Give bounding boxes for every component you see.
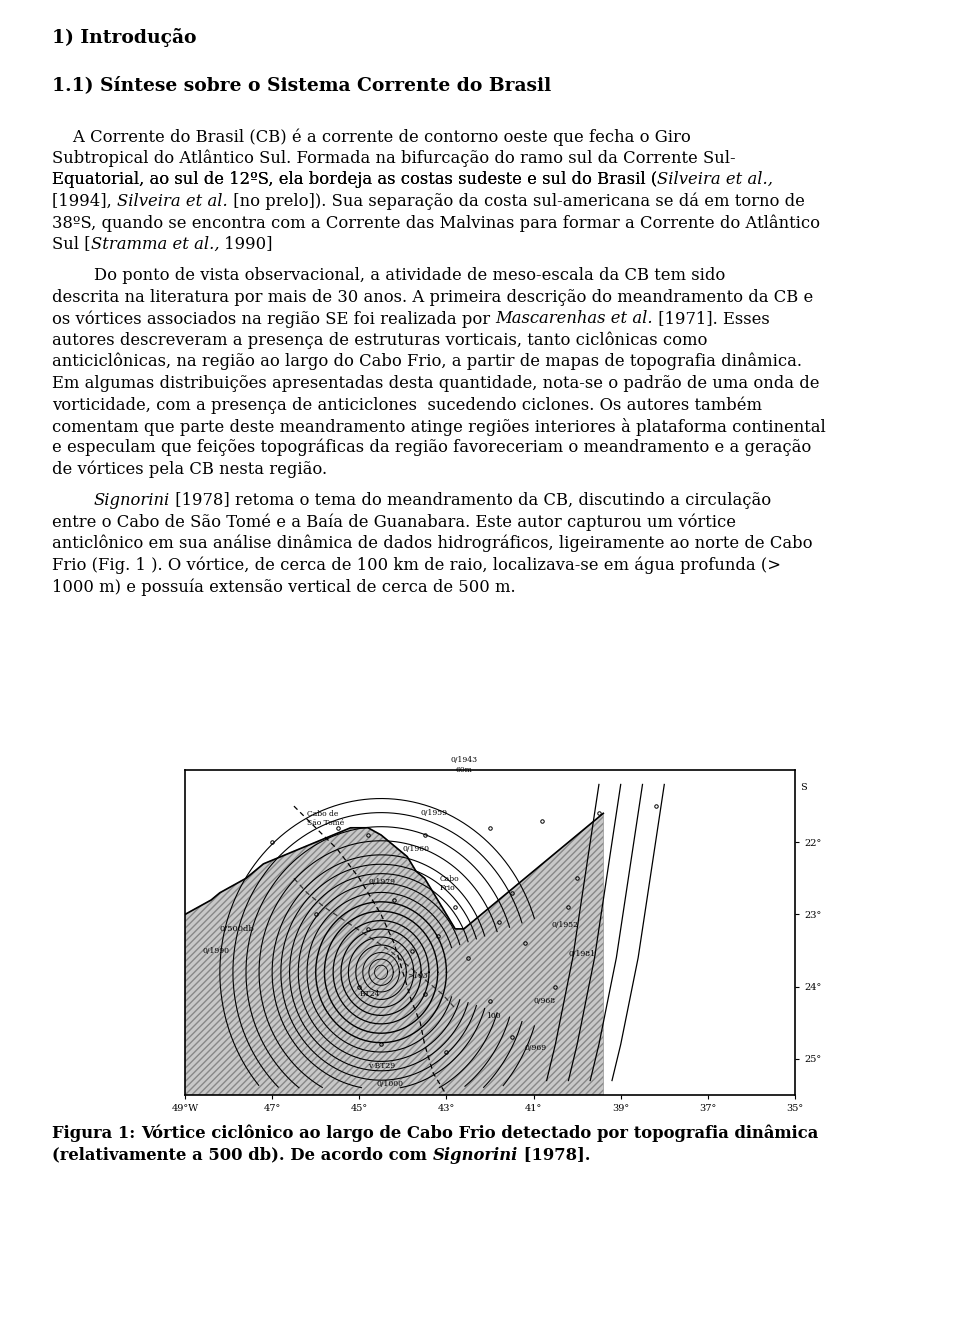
Text: 100: 100 xyxy=(486,1012,500,1020)
Text: A Corrente do Brasil (CB) é a corrente de contorno oeste que fecha o Giro: A Corrente do Brasil (CB) é a corrente d… xyxy=(52,129,691,146)
Text: [1994],: [1994], xyxy=(52,192,117,210)
Text: 0/1981: 0/1981 xyxy=(568,951,595,959)
Text: Figura 1:: Figura 1: xyxy=(52,1124,141,1142)
Text: >103: >103 xyxy=(407,972,428,980)
Text: Signorini: Signorini xyxy=(433,1147,518,1163)
Text: autores descreveram a presença de estruturas vorticais, tanto ciclônicas como: autores descreveram a presença de estrut… xyxy=(52,332,708,349)
Text: 0/1990: 0/1990 xyxy=(203,947,229,955)
Text: Equatorial, ao sul de 12ºS, ela bordeja as costas sudeste e sul do Brasil (: Equatorial, ao sul de 12ºS, ela bordeja … xyxy=(52,171,658,188)
Text: [no prelo]). Sua separação da costa sul-americana se dá em torno de: [no prelo]). Sua separação da costa sul-… xyxy=(228,192,804,210)
Text: 0/1000: 0/1000 xyxy=(376,1081,404,1089)
Text: os vórtices associados na região SE foi realizada por: os vórtices associados na região SE foi … xyxy=(52,310,495,328)
Text: Do ponto de vista observacional, a atividade de meso-escala da CB tem sido: Do ponto de vista observacional, a ativi… xyxy=(52,267,725,284)
Text: Signorini: Signorini xyxy=(94,492,170,509)
Text: e especulam que feições topográficas da região favoreceriam o meandramento e a g: e especulam que feições topográficas da … xyxy=(52,439,811,456)
Text: 0/1943
60m: 0/1943 60m xyxy=(450,756,477,773)
Text: Cabo
Frio: Cabo Frio xyxy=(440,875,460,892)
Text: [1971]. Esses: [1971]. Esses xyxy=(653,310,770,328)
Text: Mascarenhas et al.: Mascarenhas et al. xyxy=(495,310,653,328)
Text: Equatorial, ao sul de 12ºS, ela bordeja as costas sudeste e sul do Brasil (: Equatorial, ao sul de 12ºS, ela bordeja … xyxy=(52,171,658,188)
Text: 0/969: 0/969 xyxy=(525,1044,547,1052)
Text: Vórtice ciclônico ao largo de Cabo Frio detectado por topografia dinâmica: Vórtice ciclônico ao largo de Cabo Frio … xyxy=(141,1124,818,1143)
Text: Sul [: Sul [ xyxy=(52,236,90,252)
Text: entre o Cabo de São Tomé e a Baía de Guanabara. Este autor capturou um vórtice: entre o Cabo de São Tomé e a Baía de Gua… xyxy=(52,513,736,530)
Text: Silveira et al.,: Silveira et al., xyxy=(658,171,773,188)
Text: Silveira et al.: Silveira et al. xyxy=(117,192,228,210)
Text: 1) Introdução: 1) Introdução xyxy=(52,28,197,46)
Text: Em algumas distribuições apresentadas desta quantidade, nota-se o padrão de uma : Em algumas distribuições apresentadas de… xyxy=(52,374,820,391)
Text: BT24: BT24 xyxy=(359,991,380,998)
Text: 0/1959: 0/1959 xyxy=(420,809,447,817)
Text: 1.1) Síntese sobre o Sistema Corrente do Brasil: 1.1) Síntese sobre o Sistema Corrente do… xyxy=(52,76,551,94)
Text: vorticidade, com a presença de anticiclones  sucedendo ciclones. Os autores tamb: vorticidade, com a presença de anticiclo… xyxy=(52,396,762,414)
Text: Equatorial, ao sul de 12ºS, ela bordeja as costas sudeste e sul do Brasil (Silve: Equatorial, ao sul de 12ºS, ela bordeja … xyxy=(52,171,774,188)
Text: comentam que parte deste meandramento atinge regiões interiores à plataforma con: comentam que parte deste meandramento at… xyxy=(52,418,826,435)
Text: 0/968: 0/968 xyxy=(534,997,556,1005)
Text: Subtropical do Atlântico Sul. Formada na bifurcação do ramo sul da Corrente Sul-: Subtropical do Atlântico Sul. Formada na… xyxy=(52,150,735,167)
Text: 1000 m) e possuía extensão vertical de cerca de 500 m.: 1000 m) e possuía extensão vertical de c… xyxy=(52,578,516,595)
Text: [1978] retoma o tema do meandramento da CB, discutindo a circulação: [1978] retoma o tema do meandramento da … xyxy=(170,492,772,509)
Text: 0/1952: 0/1952 xyxy=(551,922,578,930)
Polygon shape xyxy=(185,813,603,1095)
Text: de vórtices pela CB nesta região.: de vórtices pela CB nesta região. xyxy=(52,460,327,477)
Text: v BT29: v BT29 xyxy=(368,1062,396,1070)
Text: Stramma et al.,: Stramma et al., xyxy=(90,236,219,252)
Text: Frio (Fig. 1 ). O vórtice, de cerca de 100 km de raio, localizava-se em água pro: Frio (Fig. 1 ). O vórtice, de cerca de 1… xyxy=(52,557,781,574)
Text: 0/500db: 0/500db xyxy=(220,926,254,934)
Text: 38ºS, quando se encontra com a Corrente das Malvinas para formar a Corrente do A: 38ºS, quando se encontra com a Corrente … xyxy=(52,213,820,232)
Text: descrita na literatura por mais de 30 anos. A primeira descrição do meandramento: descrita na literatura por mais de 30 an… xyxy=(52,289,813,305)
Text: 0/1960: 0/1960 xyxy=(403,846,430,854)
Text: S: S xyxy=(800,784,806,792)
Text: [1978].: [1978]. xyxy=(518,1147,590,1163)
Text: 1990]: 1990] xyxy=(219,236,273,252)
Text: 0/1979: 0/1979 xyxy=(368,878,395,886)
Text: (relativamente a 500 db). De acordo com: (relativamente a 500 db). De acordo com xyxy=(52,1147,433,1163)
Text: anticlônico em sua análise dinâmica de dados hidrográficos, ligeiramente ao nort: anticlônico em sua análise dinâmica de d… xyxy=(52,534,812,553)
Text: Cabo de
São Tomé: Cabo de São Tomé xyxy=(307,810,345,827)
Text: anticiclônicas, na região ao largo do Cabo Frio, a partir de mapas de topografia: anticiclônicas, na região ao largo do Ca… xyxy=(52,353,802,370)
